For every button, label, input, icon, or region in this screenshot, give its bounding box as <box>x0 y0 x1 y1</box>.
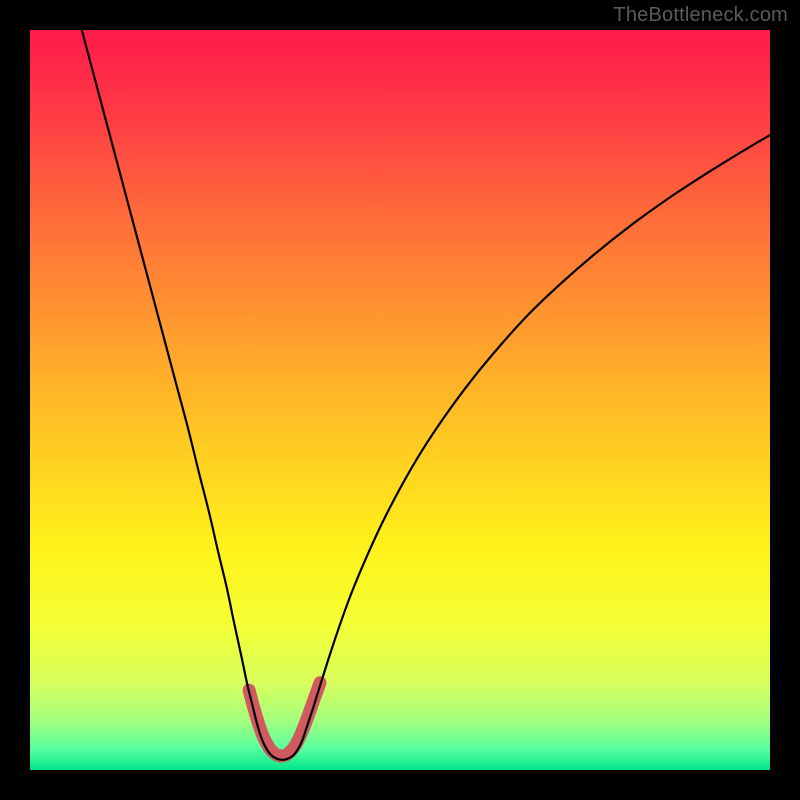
chart-background <box>30 30 770 770</box>
chart-container: TheBottleneck.com <box>0 0 800 800</box>
chart-frame <box>30 30 770 770</box>
watermark-text: TheBottleneck.com <box>613 4 788 27</box>
bottleneck-chart <box>30 30 770 770</box>
